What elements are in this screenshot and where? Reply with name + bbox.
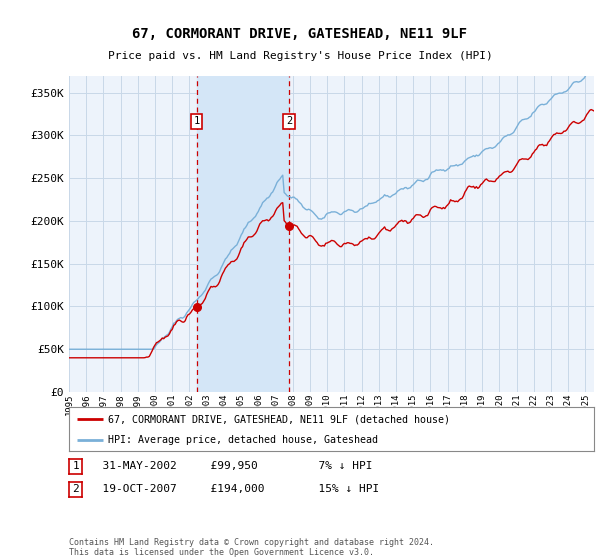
Text: 19-OCT-2007     £194,000        15% ↓ HPI: 19-OCT-2007 £194,000 15% ↓ HPI: [89, 484, 379, 494]
Text: 31-MAY-2002     £99,950         7% ↓ HPI: 31-MAY-2002 £99,950 7% ↓ HPI: [89, 461, 372, 472]
Text: 1: 1: [194, 116, 200, 127]
Text: 2: 2: [286, 116, 292, 127]
Text: Price paid vs. HM Land Registry's House Price Index (HPI): Price paid vs. HM Land Registry's House …: [107, 51, 493, 61]
Text: 67, CORMORANT DRIVE, GATESHEAD, NE11 9LF: 67, CORMORANT DRIVE, GATESHEAD, NE11 9LF: [133, 27, 467, 41]
Text: 67, CORMORANT DRIVE, GATESHEAD, NE11 9LF (detached house): 67, CORMORANT DRIVE, GATESHEAD, NE11 9LF…: [109, 414, 451, 424]
Text: HPI: Average price, detached house, Gateshead: HPI: Average price, detached house, Gate…: [109, 435, 379, 445]
Text: Contains HM Land Registry data © Crown copyright and database right 2024.
This d: Contains HM Land Registry data © Crown c…: [69, 538, 434, 557]
Bar: [197, 76, 289, 392]
Text: 2: 2: [72, 484, 79, 494]
Text: 1: 1: [72, 461, 79, 472]
